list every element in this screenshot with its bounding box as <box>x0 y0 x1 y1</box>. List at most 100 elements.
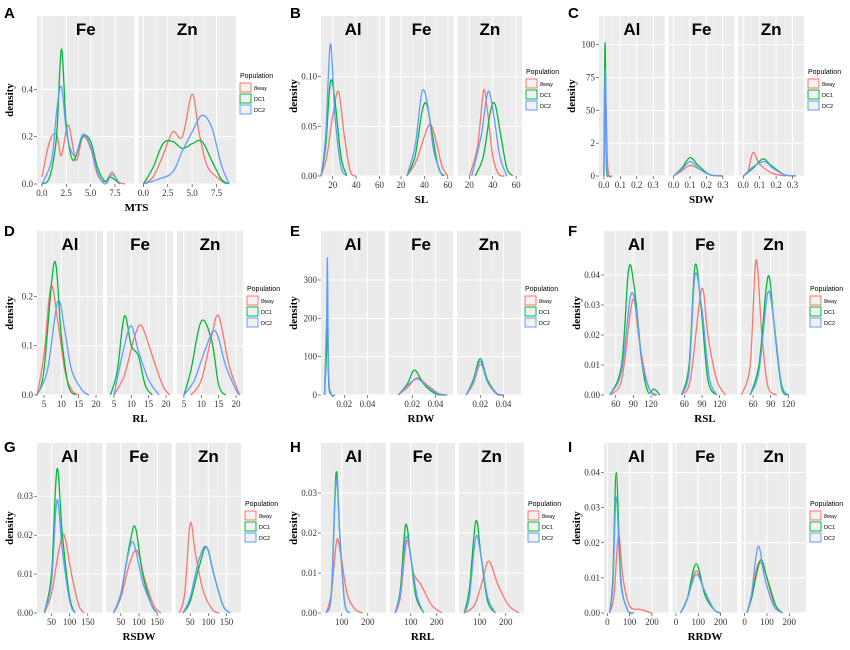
facet-al: Al 100 200 <box>321 443 386 627</box>
facet-fe: Fe 20 40 60 <box>389 16 454 190</box>
facet-title: Zn <box>479 235 500 254</box>
x-tick-label: 20 <box>92 399 102 409</box>
density-line-DC2 <box>406 89 443 177</box>
y-tick-label: 0.1 <box>22 341 33 351</box>
legend-key-DC1 <box>809 306 822 317</box>
x-tick-label: 20 <box>465 180 475 190</box>
facet-fe: Fe 0.02 0.04 <box>389 231 453 409</box>
y-tick-label: 2 <box>591 138 596 148</box>
facet-zn: Zn 100 200 <box>459 443 524 627</box>
facet-zn: Zn 0.0 2.5 5.0 7.5 <box>138 16 236 198</box>
legend-key-8way <box>527 510 540 521</box>
density-line-DC2 <box>36 299 90 396</box>
density-line-8way <box>113 549 162 614</box>
density-line-DC2 <box>323 257 336 398</box>
x-tick-label: 0.0 <box>668 180 680 190</box>
density-line-DC1 <box>43 468 76 614</box>
y-axis-label: density <box>4 296 16 330</box>
y-tick-label: 0.0 <box>22 179 34 189</box>
x-tick-label: 100 <box>692 617 706 627</box>
facet-zn: Zn 5 10 15 20 <box>177 231 243 409</box>
x-tick-label: 150 <box>220 617 234 627</box>
facet-title: Fe <box>695 447 715 466</box>
y-tick-label: 200 <box>304 313 318 323</box>
y-tick-label: 0.02 <box>17 530 33 540</box>
x-tick-label: 0.02 <box>336 399 352 409</box>
legend-key-DC1 <box>807 89 820 100</box>
x-tick-label: 5.0 <box>187 188 199 198</box>
x-tick-label: 120 <box>713 399 727 409</box>
x-tick-label: 10 <box>197 399 207 409</box>
legend-label-DC2: DC2 <box>540 104 551 110</box>
panel-label: B <box>290 5 301 22</box>
legend: Population 8way DC1 DC2 <box>807 69 841 111</box>
x-tick-label: 0.0 <box>738 180 750 190</box>
x-tick-label: 40 <box>420 180 430 190</box>
y-tick-label: 0.0 <box>22 390 34 400</box>
x-tick-label: 0.0 <box>598 180 610 190</box>
legend-key-8way <box>239 82 252 93</box>
x-axis-label: RRDW <box>688 631 723 643</box>
facet-fe: Fe 100 200 <box>390 443 455 627</box>
panel-label: F <box>568 223 577 240</box>
legend-label-DC1: DC1 <box>261 310 272 316</box>
panel-label: A <box>4 5 15 22</box>
facet-title: Fe <box>411 235 431 254</box>
y-tick-label: 0.04 <box>584 468 600 478</box>
panel-i: I Al 0 100 200 Fe 0 100 200 Zn 0 100 200 0.00 0.01 0.02… <box>568 439 843 643</box>
legend: Population 8way DC1 DC2 <box>244 501 278 543</box>
x-tick-label: 20 <box>328 180 338 190</box>
x-axis-label: RRL <box>411 631 434 643</box>
x-tick-label: 50 <box>186 617 196 627</box>
density-line-DC2 <box>43 499 76 614</box>
density-line-DC2 <box>471 90 508 177</box>
facet-fe: Fe 0.0 2.5 5.0 7.5 <box>36 16 135 198</box>
panel-c: C Al 0.0 0.1 0.2 0.3 Fe 0.0 0.1 0.2 0.3 Zn 0.0 0.1 0.2… <box>566 5 841 206</box>
density-line-DC2 <box>325 478 351 614</box>
density-line-8way <box>143 93 227 185</box>
panel-background <box>668 16 735 176</box>
density-line-DC2 <box>742 160 796 177</box>
x-tick-label: 20 <box>232 399 242 409</box>
x-tick-label: 20 <box>162 399 172 409</box>
density-line-DC2 <box>679 573 721 614</box>
y-tick-label: 0.02 <box>584 330 600 340</box>
x-tick-label: 0.3 <box>648 180 660 190</box>
facet-title: Zn <box>177 20 198 39</box>
legend-key-DC2 <box>524 317 537 328</box>
y-tick-label: 0.00 <box>17 608 33 618</box>
facet-title: Fe <box>413 447 433 466</box>
x-tick-label: 5.0 <box>85 188 97 198</box>
x-tick-label: 0.04 <box>360 399 376 409</box>
legend-label-DC2: DC2 <box>822 104 833 110</box>
panel-label: G <box>4 439 16 456</box>
y-tick-label: 300 <box>304 275 318 285</box>
legend-label-DC1: DC1 <box>542 525 553 531</box>
panel-label: E <box>290 223 300 240</box>
legend-title: Population <box>808 69 841 76</box>
facet-title: Al <box>628 447 645 466</box>
facet-al: Al 20 40 60 <box>320 16 386 190</box>
y-tick-label: 0.03 <box>584 503 600 513</box>
panel-g: G Al 50 100 150 Fe 50 100 150 Zn 50 100 150 0.00 0.01 0… <box>4 439 278 643</box>
density-line-8way <box>36 285 80 396</box>
panel-background <box>457 231 521 395</box>
density-line-8way <box>320 90 357 177</box>
legend-label-DC1: DC1 <box>824 310 835 316</box>
y-tick-label: 75 <box>586 72 596 82</box>
x-tick-label: 0.2 <box>701 180 712 190</box>
y-tick-label: 0.00 <box>301 171 317 181</box>
facet-title: Fe <box>695 235 715 254</box>
legend-title: Population <box>240 73 273 80</box>
x-tick-label: 0.0 <box>138 188 150 198</box>
x-axis-label: SDW <box>689 194 714 206</box>
legend-label-8way: 8way <box>261 299 274 305</box>
legend-key-DC2 <box>807 100 820 111</box>
x-tick-label: 100 <box>202 617 216 627</box>
facet-al: Al 5 10 15 20 <box>36 231 103 409</box>
density-line-DC2 <box>603 68 613 178</box>
legend-key-DC2 <box>244 532 257 543</box>
panel-label: H <box>290 439 301 456</box>
x-tick-label: 0.1 <box>754 180 765 190</box>
legend-title: Population <box>525 286 558 293</box>
